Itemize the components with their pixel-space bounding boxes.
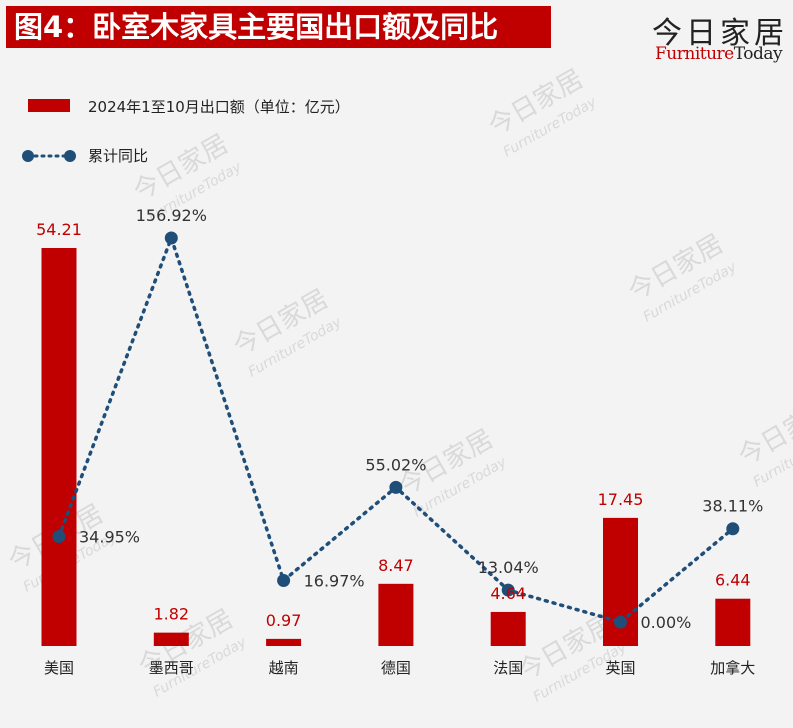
legend-line-swatch <box>22 150 76 162</box>
bar-value-label-3: 8.47 <box>378 556 414 575</box>
bar-6 <box>715 598 751 646</box>
chart-title: 图4：卧室木家具主要国出口额及同比 <box>6 6 551 48</box>
labels-layer: 54.21 1.82 0.97 8.47 4.64 17.45 6.44 美国 墨西哥 越南 德国 法… <box>36 206 763 677</box>
legend-bar-swatch <box>28 99 70 112</box>
legend-line-label: 累计同比 <box>88 147 149 165</box>
bar-value-label-1: 1.82 <box>153 605 189 624</box>
bar-value-label-6: 6.44 <box>715 571 751 590</box>
yoy-point-2 <box>277 573 291 587</box>
yoy-label-4: 13.04% <box>478 558 539 577</box>
bar-0 <box>41 248 77 646</box>
bar-2 <box>266 638 302 646</box>
yoy-label-5: 0.00% <box>641 613 692 632</box>
category-label-3: 德国 <box>381 659 411 677</box>
yoy-point-4 <box>501 583 515 597</box>
category-label-6: 加拿大 <box>710 659 755 677</box>
yoy-label-6: 38.11% <box>702 497 763 516</box>
yoy-point-1 <box>164 231 178 245</box>
brand-en-part1: Furniture <box>655 44 734 64</box>
brand-logo-cn: 今日家居 <box>652 16 788 51</box>
yoy-label-2: 16.97% <box>304 571 365 590</box>
brand-logo-en: FurnitureToday <box>655 44 783 64</box>
bar-1 <box>153 632 189 646</box>
category-label-1: 墨西哥 <box>149 659 194 677</box>
category-label-2: 越南 <box>269 659 299 677</box>
bar-value-label-0: 54.21 <box>36 220 82 239</box>
yoy-label-0: 34.95% <box>79 527 140 546</box>
yoy-point-6 <box>726 522 740 536</box>
yoy-label-1: 156.92% <box>136 206 207 225</box>
yoy-label-3: 55.02% <box>365 455 426 474</box>
brand-en-part2: Today <box>733 44 783 64</box>
line-layer <box>52 231 740 629</box>
category-label-4: 法国 <box>493 659 523 677</box>
bar-value-label-5: 17.45 <box>598 490 644 509</box>
bar-value-label-4: 4.64 <box>490 584 526 603</box>
category-label-0: 美国 <box>44 659 74 677</box>
bars-layer <box>41 248 751 646</box>
bar-value-label-2: 0.97 <box>266 611 302 630</box>
yoy-point-5 <box>614 615 627 629</box>
bar-3 <box>378 583 414 646</box>
yoy-point-0 <box>52 529 66 543</box>
category-label-5: 英国 <box>605 659 635 677</box>
legend-bar-label: 2024年1至10月出口额（单位：亿元） <box>88 98 350 116</box>
yoy-point-3 <box>389 480 403 494</box>
bar-4 <box>490 611 526 646</box>
